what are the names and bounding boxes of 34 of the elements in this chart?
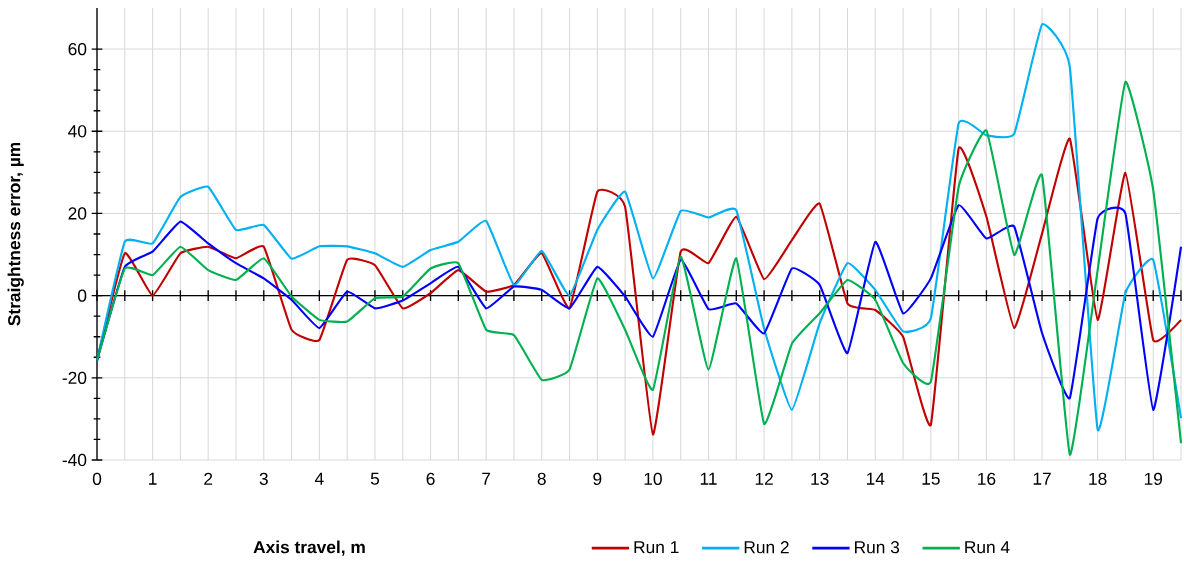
x-tick-label: 6	[426, 472, 435, 485]
x-tick-label: 19	[1144, 472, 1163, 485]
legend-label: Run 2	[744, 541, 789, 554]
x-tick-label: 5	[370, 472, 380, 485]
x-tick-label: 2	[204, 472, 213, 485]
x-tick-label: 8	[537, 472, 546, 485]
y-tick-label: 40	[68, 125, 87, 138]
x-tick-label: 9	[593, 472, 602, 485]
x-tick-label: 11	[700, 472, 717, 485]
y-tick-label: 60	[68, 42, 87, 56]
x-tick-label: 17	[1033, 472, 1051, 485]
y-tick-label: 0	[77, 289, 87, 302]
legend-label: Run 3	[855, 541, 900, 554]
x-tick-label: 18	[1089, 472, 1107, 485]
x-tick-label: 7	[482, 472, 491, 485]
x-tick-label: 12	[755, 472, 773, 485]
x-tick-label: 15	[922, 472, 940, 485]
x-axis-title: Axis travel, m	[253, 540, 365, 556]
x-tick-label: 10	[644, 472, 662, 485]
x-tick-label: 13	[811, 472, 829, 485]
y-axis-title: Straightness error, µm	[7, 142, 24, 326]
y-tick-label: -20	[62, 371, 87, 384]
x-tick-label: 14	[866, 472, 885, 485]
x-tick-label: 0	[92, 472, 102, 485]
x-tick-label: 1	[149, 472, 157, 485]
line-series	[95, 23, 1183, 431]
line-series	[95, 80, 1183, 456]
x-tick-label: 4	[314, 472, 324, 485]
legend-label: Run 4	[965, 541, 1010, 554]
x-tick-label: 3	[259, 472, 268, 485]
x-tick-label: 16	[978, 472, 996, 485]
y-tick-label: 20	[68, 207, 87, 220]
y-tick-label: -40	[62, 453, 87, 467]
legend-label: Run 1	[634, 541, 679, 554]
